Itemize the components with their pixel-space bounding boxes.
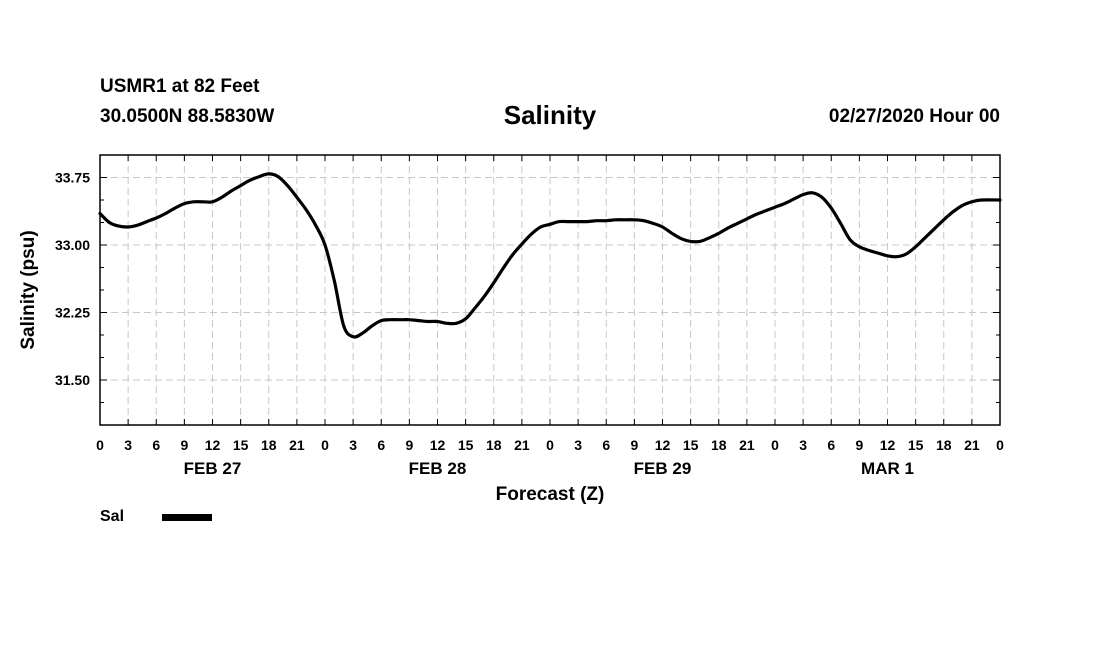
y-tick-label: 31.50 <box>55 372 90 388</box>
x-tick-label: 0 <box>996 437 1004 453</box>
x-tick-label: 0 <box>771 437 779 453</box>
x-tick-label: 9 <box>405 437 413 453</box>
x-tick-label: 12 <box>655 437 671 453</box>
date-label: FEB 27 <box>184 459 242 478</box>
x-tick-label: 15 <box>458 437 474 453</box>
date-label: FEB 29 <box>634 459 692 478</box>
x-tick-label: 9 <box>855 437 863 453</box>
x-tick-label: 15 <box>683 437 699 453</box>
x-tick-label: 21 <box>514 437 530 453</box>
x-tick-label: 18 <box>711 437 727 453</box>
x-tick-label: 21 <box>289 437 305 453</box>
y-tick-label: 33.75 <box>55 170 90 186</box>
x-tick-label: 21 <box>739 437 755 453</box>
x-tick-label: 18 <box>261 437 277 453</box>
x-tick-label: 3 <box>799 437 807 453</box>
x-axis-label: Forecast (Z) <box>496 484 605 505</box>
station-title: USMR1 at 82 Feet <box>100 76 260 97</box>
x-tick-label: 12 <box>430 437 446 453</box>
date-label: MAR 1 <box>861 459 914 478</box>
x-tick-label: 6 <box>152 437 160 453</box>
x-tick-label: 12 <box>880 437 896 453</box>
legend-label: Sal <box>100 508 125 525</box>
chart-title: Salinity <box>503 100 597 130</box>
x-tick-label: 9 <box>630 437 638 453</box>
x-tick-label: 3 <box>574 437 582 453</box>
x-tick-label: 0 <box>321 437 329 453</box>
series-line-salinity <box>98 172 1002 339</box>
x-tick-label: 3 <box>124 437 132 453</box>
x-tick-label: 0 <box>546 437 554 453</box>
x-tick-label: 18 <box>486 437 502 453</box>
y-tick-label: 33.00 <box>55 237 90 253</box>
x-tick-label: 6 <box>602 437 610 453</box>
plot-frame <box>99 154 1001 426</box>
x-tick-label: 6 <box>377 437 385 453</box>
x-tick-label: 15 <box>233 437 249 453</box>
legend: Sal <box>100 508 212 526</box>
station-coordinates: 30.0500N 88.5830W <box>100 106 275 127</box>
y-axis-label: Salinity (psu) <box>18 230 39 349</box>
x-tick-label: 9 <box>180 437 188 453</box>
date-label: FEB 28 <box>409 459 467 478</box>
x-tick-label: 18 <box>936 437 952 453</box>
x-tick-label: 15 <box>908 437 924 453</box>
forecast-datetime: 02/27/2020 Hour 00 <box>828 106 1000 127</box>
x-tick-label: 0 <box>96 437 104 453</box>
x-tick-label: 6 <box>827 437 835 453</box>
x-tick-label: 3 <box>349 437 357 453</box>
legend-swatch <box>162 513 212 521</box>
y-tick-label: 32.25 <box>55 305 90 321</box>
x-tick-label: 21 <box>964 437 980 453</box>
x-tick-label: 12 <box>205 437 221 453</box>
